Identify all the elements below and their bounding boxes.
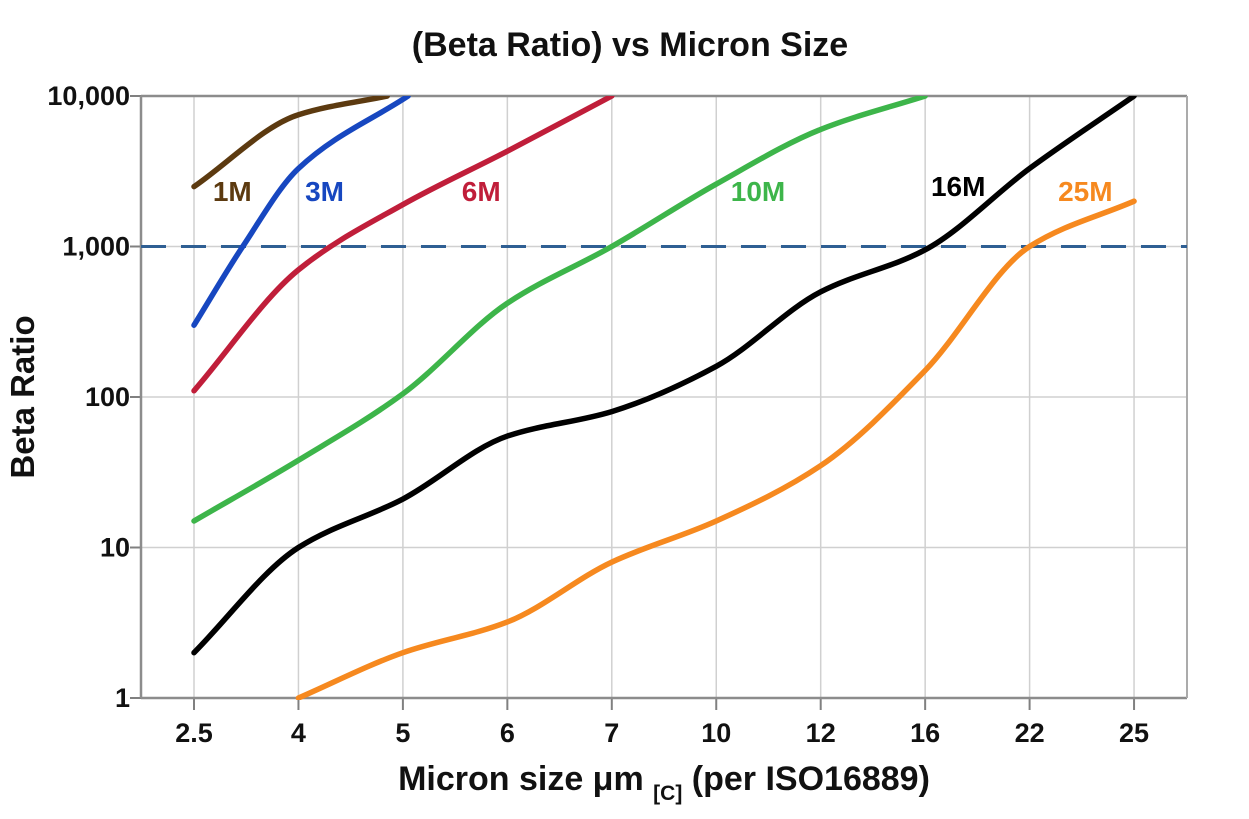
x-tick-label: 2.5 <box>175 718 213 748</box>
y-tick-label: 10,000 <box>47 81 130 111</box>
series-label-16M: 16M <box>931 171 985 202</box>
x-tick-label: 7 <box>604 718 619 748</box>
series-label-6M: 6M <box>462 176 501 207</box>
series-labels-layer: 1M 3M 6M 10M 16M 25M <box>213 171 1113 207</box>
y-tick-label: 100 <box>85 382 130 412</box>
x-tick-label: 22 <box>1015 718 1045 748</box>
y-tick-label: 10 <box>100 533 130 563</box>
x-axis-title: Micron size μm [C] (per ISO16889) <box>398 760 930 808</box>
y-tick-label: 1 <box>115 683 130 713</box>
series-line-3M <box>191 96 411 328</box>
x-axis-title-prefix: Micron size μm <box>398 760 644 798</box>
tick-labels-layer: 2.5 4 5 6 7 10 12 16 22 25 10,000 1,000 100 10 1 <box>47 81 1149 748</box>
y-axis-title: Beta Ratio <box>4 315 41 478</box>
chart-title: (Beta Ratio) vs Micron Size <box>412 26 848 64</box>
series-line-16M <box>191 96 1137 656</box>
series-label-25M: 25M <box>1058 176 1112 207</box>
series-label-1M: 1M <box>213 176 252 207</box>
series-line-1M <box>191 96 390 190</box>
series-line-25M <box>295 198 1137 700</box>
x-tick-label: 6 <box>500 718 515 748</box>
series-line-10M <box>191 96 928 524</box>
x-tick-label: 5 <box>395 718 410 748</box>
x-axis-title-suffix: (per ISO16889) <box>692 760 930 798</box>
x-tick-label: 10 <box>701 718 731 748</box>
series-line-6M <box>191 96 615 394</box>
curves-layer <box>191 96 1137 700</box>
y-tick-label: 1,000 <box>62 232 130 262</box>
x-axis-title-subscript: [C] <box>653 782 682 805</box>
grid-layer <box>130 94 1188 710</box>
x-tick-label: 25 <box>1119 718 1149 748</box>
x-tick-label: 12 <box>806 718 836 748</box>
x-tick-label: 16 <box>910 718 940 748</box>
series-label-3M: 3M <box>305 176 344 207</box>
x-tick-label: 4 <box>291 718 306 748</box>
series-label-10M: 10M <box>731 176 785 207</box>
